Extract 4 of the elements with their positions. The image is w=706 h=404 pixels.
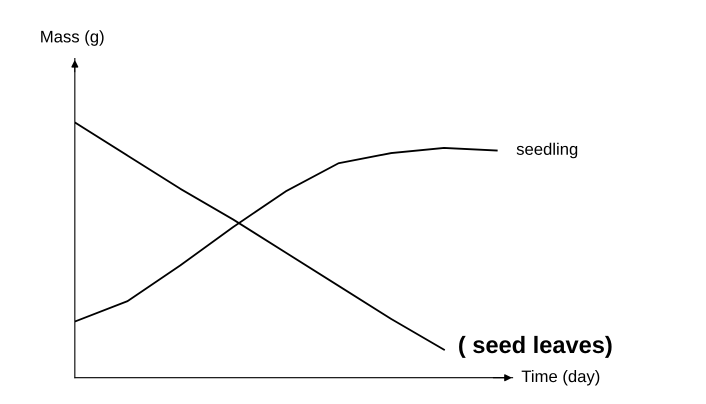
x-axis-title: Time (day) (522, 370, 600, 386)
series-label: seedling (516, 142, 578, 158)
y-axis-title: Mass (g) (41, 30, 104, 46)
series-label: ( seed leaves) (459, 336, 612, 358)
